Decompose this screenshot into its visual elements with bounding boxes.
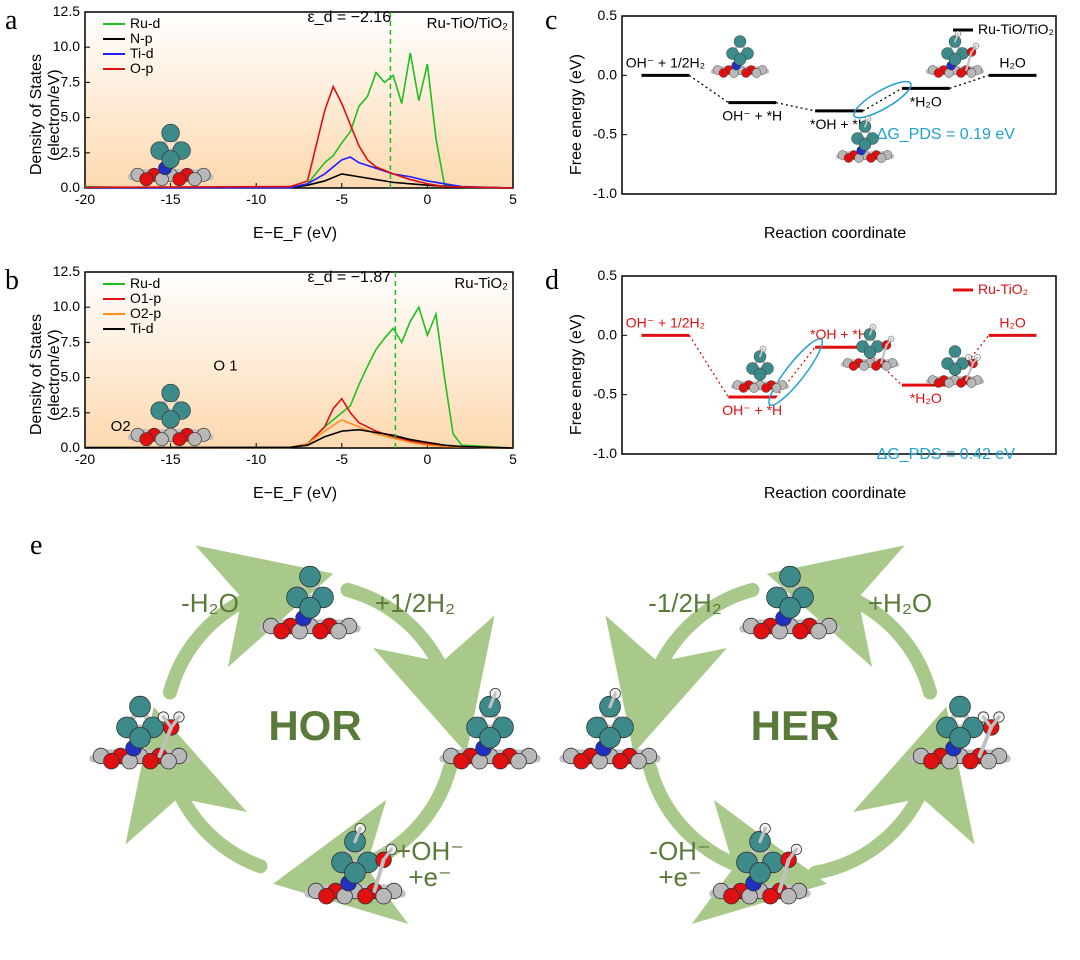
svg-text:N-p: N-p <box>130 30 153 46</box>
svg-text:0.5: 0.5 <box>598 267 618 283</box>
svg-text:O2-p: O2-p <box>130 305 161 321</box>
svg-text:+H₂O: +H₂O <box>868 588 932 618</box>
svg-text:+OH⁻+e⁻: +OH⁻+e⁻ <box>396 836 464 892</box>
svg-text:OH⁻ + 1/2H₂: OH⁻ + 1/2H₂ <box>626 314 705 330</box>
dos-plot-a: -20-15-10-5050.02.55.07.510.012.5ε_d = −… <box>75 10 515 210</box>
svg-text:0.0: 0.0 <box>61 179 81 195</box>
svg-text:7.5: 7.5 <box>61 333 81 349</box>
svg-text:O1-p: O1-p <box>130 290 161 306</box>
y-axis-title-d: Free energy (eV) <box>568 275 586 475</box>
svg-text:-1.0: -1.0 <box>593 185 617 201</box>
svg-text:0.0: 0.0 <box>598 66 618 82</box>
svg-text:ε_d = −2.16: ε_d = −2.16 <box>308 9 392 26</box>
svg-text:*OH + *H: *OH + *H <box>810 326 868 342</box>
svg-text:Ru-d: Ru-d <box>130 275 160 291</box>
dos-plot-b: -20-15-10-5050.02.55.07.510.012.5ε_d = −… <box>75 270 515 470</box>
svg-text:+1/2H₂: +1/2H₂ <box>375 588 455 618</box>
panel-label-b: b <box>5 265 19 297</box>
svg-text:0.5: 0.5 <box>598 7 618 23</box>
svg-text:HOR: HOR <box>268 702 361 749</box>
svg-text:*OH + *H: *OH + *H <box>810 116 868 132</box>
x-axis-title-d: Reaction coordinate <box>610 485 1060 503</box>
x-axis-title-a: E−E_F (eV) <box>75 225 515 243</box>
svg-text:O-p: O-p <box>130 60 154 76</box>
panel-label-a: a <box>5 5 17 37</box>
svg-text:-0.5: -0.5 <box>593 126 617 142</box>
svg-text:ε_d = −1.87: ε_d = −1.87 <box>308 269 392 286</box>
svg-text:0: 0 <box>424 451 432 467</box>
svg-text:Ti-d: Ti-d <box>130 320 154 336</box>
svg-text:-15: -15 <box>160 191 180 207</box>
svg-text:12.5: 12.5 <box>53 263 80 279</box>
svg-text:Ru-d: Ru-d <box>130 15 160 31</box>
svg-text:OH⁻ + 1/2H₂: OH⁻ + 1/2H₂ <box>626 54 705 70</box>
svg-text:Ru-TiO/TiO₂: Ru-TiO/TiO₂ <box>427 15 509 32</box>
svg-text:HER: HER <box>751 702 840 749</box>
x-axis-title-b: E−E_F (eV) <box>75 485 515 503</box>
svg-text:O2: O2 <box>111 418 131 435</box>
svg-text:0.0: 0.0 <box>598 326 618 342</box>
svg-text:-1/2H₂: -1/2H₂ <box>648 588 722 618</box>
svg-text:5: 5 <box>509 451 517 467</box>
svg-text:O 1: O 1 <box>213 358 237 375</box>
svg-text:10.0: 10.0 <box>53 38 80 54</box>
svg-text:12.5: 12.5 <box>53 3 80 19</box>
svg-text:H₂O: H₂O <box>999 54 1026 70</box>
svg-text:Ti-d: Ti-d <box>130 45 154 61</box>
y-axis-title-c: Free energy (eV) <box>568 15 586 215</box>
svg-text:7.5: 7.5 <box>61 73 81 89</box>
svg-text:0: 0 <box>424 191 432 207</box>
energy-diagram-d: -1.0-0.50.00.5OH⁻ + 1/2H₂OH⁻ + *H*OH + *… <box>610 270 1060 470</box>
svg-text:Ru-TiO₂: Ru-TiO₂ <box>978 281 1028 297</box>
panel-label-d: d <box>545 265 559 297</box>
svg-text:5.0: 5.0 <box>61 109 81 125</box>
svg-text:-1.0: -1.0 <box>593 445 617 461</box>
svg-text:OH⁻ + *H: OH⁻ + *H <box>722 108 782 124</box>
svg-text:ΔG_PDS = 0.19 eV: ΔG_PDS = 0.19 eV <box>877 126 1016 143</box>
panel-label-e: e <box>30 530 42 562</box>
svg-text:-10: -10 <box>246 451 266 467</box>
svg-text:10.0: 10.0 <box>53 298 80 314</box>
svg-text:-0.5: -0.5 <box>593 386 617 402</box>
svg-text:0.0: 0.0 <box>61 439 81 455</box>
svg-text:*H₂O: *H₂O <box>910 390 942 406</box>
svg-text:-5: -5 <box>336 451 349 467</box>
svg-text:-15: -15 <box>160 451 180 467</box>
svg-text:Ru-TiO₂: Ru-TiO₂ <box>454 275 508 292</box>
svg-text:*H₂O: *H₂O <box>910 93 942 109</box>
energy-diagram-c: -1.0-0.50.00.5OH⁻ + 1/2H₂OH⁻ + *H*OH + *… <box>610 10 1060 210</box>
svg-text:-OH⁻+e⁻: -OH⁻+e⁻ <box>649 836 710 892</box>
x-axis-title-c: Reaction coordinate <box>610 225 1060 243</box>
svg-text:OH⁻ + *H: OH⁻ + *H <box>722 402 782 418</box>
svg-text:2.5: 2.5 <box>61 404 81 420</box>
svg-text:5.0: 5.0 <box>61 369 81 385</box>
svg-text:5: 5 <box>509 191 517 207</box>
svg-text:ΔG_PDS = 0.42 eV: ΔG_PDS = 0.42 eV <box>877 446 1016 463</box>
svg-text:H₂O: H₂O <box>999 314 1026 330</box>
svg-text:-H₂O: -H₂O <box>181 588 239 618</box>
panel-label-c: c <box>545 5 557 37</box>
svg-text:-10: -10 <box>246 191 266 207</box>
reaction-cycle: -H₂O +1/2H₂ +OH⁻+e⁻ HOR -1/2H₂ +H₂O -OH⁻+e⁻ HER <box>50 530 1070 950</box>
svg-text:-5: -5 <box>336 191 349 207</box>
svg-text:Ru-TiO/TiO₂: Ru-TiO/TiO₂ <box>978 21 1054 37</box>
svg-text:2.5: 2.5 <box>61 144 81 160</box>
